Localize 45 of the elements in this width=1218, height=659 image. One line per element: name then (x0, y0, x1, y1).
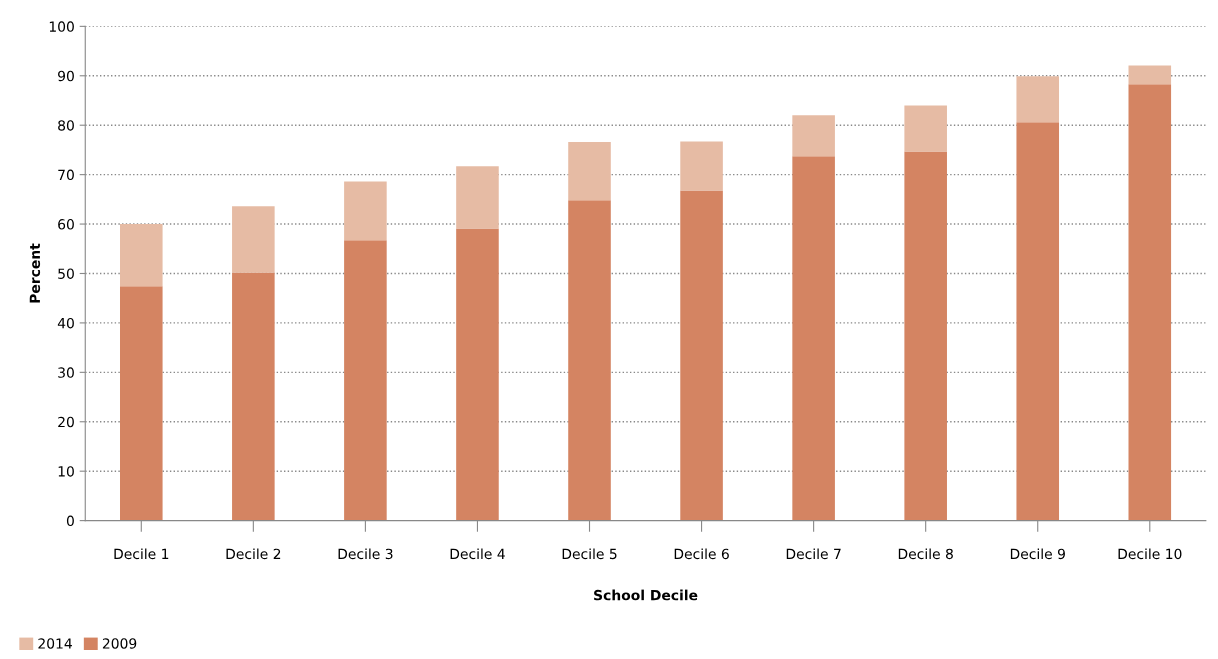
bar (904, 151, 947, 521)
y-tick-label: 40 (57, 317, 74, 329)
y-tick-label: 70 (58, 169, 74, 181)
bar (344, 240, 387, 521)
bar (792, 115, 835, 157)
bar (1016, 76, 1060, 123)
x-axis-title: School Decile (594, 589, 698, 601)
y-tick-label: 10 (58, 466, 74, 477)
bar (120, 224, 163, 287)
bar (1128, 65, 1172, 85)
bar (344, 181, 387, 241)
y-tick-label: 80 (58, 120, 74, 131)
legend-label: 2009 (102, 638, 137, 649)
bar (1128, 84, 1172, 521)
x-tick-label: Decile 10 (1118, 548, 1182, 560)
y-tick-label: 100 (49, 21, 74, 32)
bar (120, 286, 163, 521)
y-tick-label: 20 (58, 416, 74, 428)
legend-label: 2014 (38, 638, 72, 649)
y-axis-title: Percent (29, 243, 41, 303)
y-tick-label: 50 (58, 268, 74, 279)
x-tick-label: Decile 2 (226, 548, 281, 560)
bar (456, 166, 499, 229)
y-tick-label: 60 (58, 219, 74, 230)
x-tick-label: Decile 8 (898, 548, 953, 560)
y-tick-label: 0 (66, 515, 74, 527)
x-tick-label: Decile 1 (114, 548, 169, 560)
x-tick-label: Decile 4 (450, 548, 505, 560)
bar (232, 272, 275, 521)
bar (568, 142, 611, 201)
bar (232, 206, 275, 273)
bar (568, 200, 611, 521)
bar (1016, 122, 1060, 521)
bar (792, 156, 835, 521)
y-tick-label: 90 (58, 70, 74, 82)
x-tick-label: Decile 9 (1010, 548, 1065, 560)
x-tick-label: Decile 7 (786, 548, 841, 560)
bar (680, 141, 723, 191)
bar (456, 228, 499, 521)
bar (904, 105, 947, 152)
x-tick-label: Decile 5 (562, 548, 617, 560)
x-tick-label: Decile 3 (338, 548, 393, 560)
x-tick-label: Decile 6 (674, 548, 729, 560)
y-tick-label: 30 (58, 367, 74, 378)
bar (680, 190, 723, 521)
